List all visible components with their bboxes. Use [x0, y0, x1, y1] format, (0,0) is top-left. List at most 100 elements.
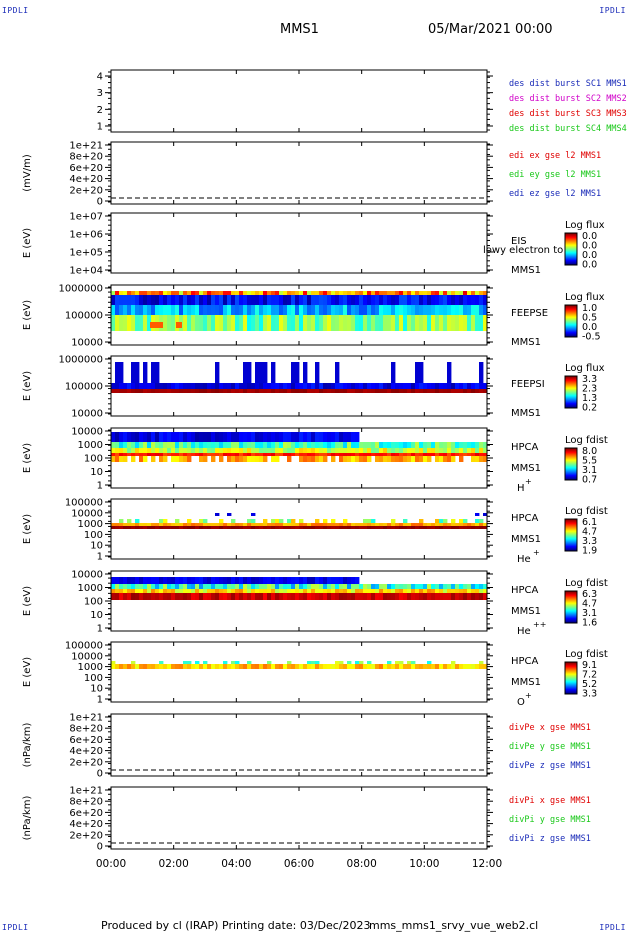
spectrogram-cell — [223, 584, 228, 589]
spectrogram-cell — [267, 448, 272, 453]
spectrogram-cell — [151, 442, 156, 448]
spectrogram-cell — [187, 432, 192, 442]
spectrogram-cell — [455, 593, 460, 600]
spectrogram-cell — [359, 291, 364, 295]
spectrogram-cell — [375, 383, 380, 389]
colorbar-tick-label: 2.3 — [582, 384, 597, 395]
spectrogram-cell — [123, 453, 128, 456]
spectrogram-cell — [163, 589, 168, 593]
colorbar-swatch — [565, 468, 577, 470]
spectrogram-cell — [279, 584, 284, 589]
colorbar-tick-label: 4.7 — [582, 599, 597, 610]
spectrogram-cell — [351, 432, 356, 442]
colorbar-title: Log fdist — [565, 506, 608, 517]
spectrogram-cell — [287, 584, 292, 589]
spectrogram-cell — [183, 448, 188, 453]
spectrogram-cell — [435, 584, 440, 589]
spectrogram-cell — [443, 456, 448, 462]
colorbar-swatch — [565, 315, 577, 317]
spectrogram-cell — [375, 664, 380, 669]
spectrogram-cell — [307, 291, 312, 295]
spectrogram-cell — [479, 442, 484, 448]
colorbar-swatch — [565, 306, 577, 308]
spectrogram-cell — [111, 383, 116, 389]
corner-tag-bottom-left: IPDLI — [2, 923, 29, 932]
spectrogram-cell — [331, 453, 336, 456]
spectrogram-cell — [351, 577, 356, 584]
spectrogram-cell — [315, 456, 320, 462]
spectrogram-cell — [335, 315, 340, 331]
spectrogram-cell — [407, 593, 412, 600]
spectrogram-cell — [199, 577, 204, 584]
spectrogram-cell — [343, 577, 348, 584]
spectrogram-cell — [247, 661, 252, 664]
spectrogram-cell — [379, 584, 384, 589]
colorbar-tick-label: 3.1 — [582, 608, 597, 619]
spectrogram-cell — [323, 295, 328, 305]
spectrogram-cell — [251, 519, 256, 523]
spectrogram-cell — [315, 664, 320, 669]
colorbar-swatch — [565, 533, 577, 535]
spectrogram-cell — [291, 519, 296, 523]
spectrogram-cell — [207, 291, 212, 295]
spectrogram-cell — [359, 442, 364, 448]
spectrogram-cell — [319, 526, 324, 529]
colorbar-swatch — [565, 596, 577, 598]
spectrogram-cell — [183, 291, 188, 295]
spectrogram-cell — [239, 453, 244, 456]
spectrogram-cell — [263, 291, 268, 295]
spectrogram-cell — [463, 315, 468, 331]
spectrogram-cell — [371, 305, 376, 315]
spectrogram-cell — [359, 456, 364, 462]
spectrogram-cell — [435, 389, 440, 393]
spectrogram-cell — [151, 305, 156, 315]
spectrogram-cell — [303, 305, 308, 315]
spectrogram-cell — [263, 526, 268, 529]
spectrogram-cell — [247, 526, 252, 529]
y-tick-label: 8e+20 — [69, 152, 103, 163]
spectrogram-cell — [119, 295, 124, 305]
spectrogram-cell — [235, 305, 240, 315]
colorbar-swatch — [565, 676, 577, 678]
spectrogram-cell — [123, 523, 128, 526]
spectrogram-cell — [463, 442, 468, 448]
spectrogram-cell — [167, 589, 172, 593]
spectrogram-cell — [203, 315, 208, 331]
spectrogram-cell — [403, 305, 408, 315]
spectrogram-cell — [291, 315, 296, 331]
spectrogram-cell — [347, 661, 352, 664]
spectrogram-cell — [275, 519, 280, 523]
colorbar-swatch — [565, 404, 577, 406]
spectrogram-cell — [411, 305, 416, 315]
spectrogram-cell — [323, 589, 328, 593]
spectrogram-cell — [183, 295, 188, 305]
spectrogram-cell — [395, 664, 400, 669]
colorbar-swatch — [565, 251, 577, 253]
spectrogram-cell — [295, 432, 300, 442]
spectrogram-cell — [263, 453, 268, 456]
spectrogram-cell — [155, 577, 160, 584]
spectrogram-cell — [291, 295, 296, 305]
colorbar-swatch — [565, 691, 577, 693]
spectrogram-cell — [159, 448, 164, 453]
spectrogram-cell — [191, 448, 196, 453]
colorbar-swatch — [565, 672, 577, 674]
spectrogram-cell — [279, 593, 284, 600]
spectrogram-cell — [223, 383, 228, 389]
spectrogram-cell — [219, 295, 224, 305]
spectrogram-cell — [243, 453, 248, 456]
colorbar-swatch — [565, 453, 577, 455]
spectrogram-cell — [159, 295, 164, 305]
spectrogram-cell — [259, 589, 264, 593]
spectrogram-cell — [203, 589, 208, 593]
spectrogram-cell — [467, 593, 472, 600]
spectrogram-cell — [475, 523, 480, 526]
spectrogram-cell — [135, 526, 140, 529]
spectrogram-cell — [239, 295, 244, 305]
spectrogram-cell — [163, 315, 168, 331]
spectrogram-cell — [287, 661, 292, 664]
spectrogram-cell — [183, 584, 188, 589]
spectrogram-cell — [255, 383, 260, 389]
spectrogram-cell — [263, 432, 268, 442]
spectrogram-cell — [391, 315, 396, 331]
